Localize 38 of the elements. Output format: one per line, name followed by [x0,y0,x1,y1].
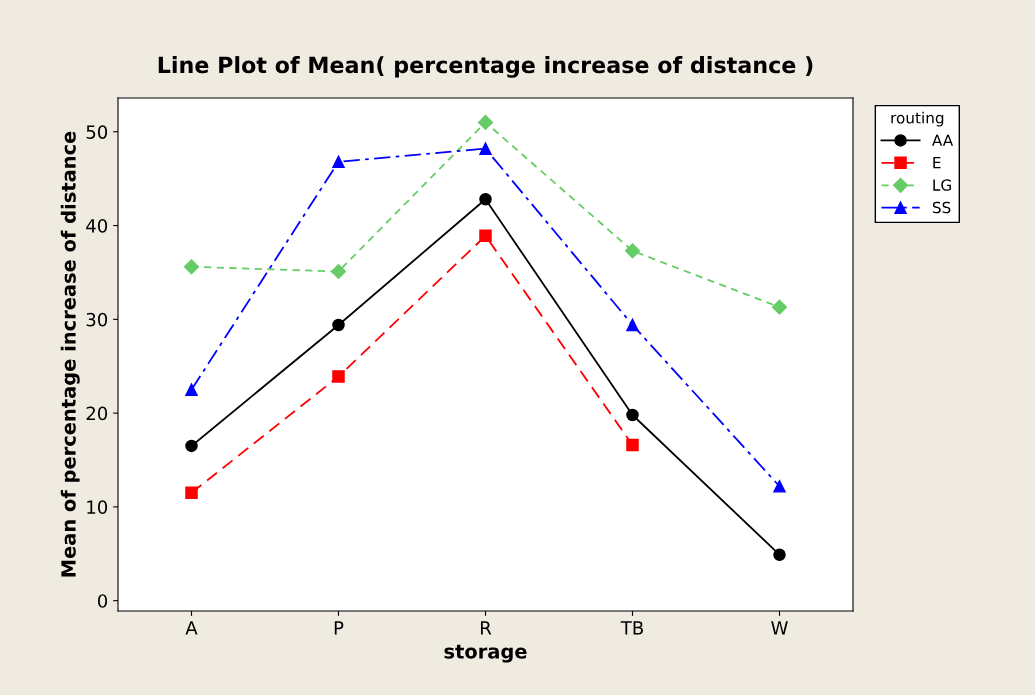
y-tick-label: 40 [86,219,108,233]
point [479,229,492,243]
point [479,193,492,206]
point [773,480,786,493]
legend-label: LG [933,179,951,191]
point [330,263,347,280]
y-axis-title: Mean of percentage increase of distance [60,131,80,577]
point [332,318,345,332]
x-tick-label: W [771,621,788,635]
y-tick-label: 30 [86,312,108,327]
y-tick-label: 50 [86,125,108,139]
x-tick-label: TB [620,621,643,635]
x-axis-title: storage [444,644,527,663]
x-tick-label: R [481,621,492,635]
y-tick-label: 20 [86,406,108,421]
point [479,142,492,155]
point [626,408,639,422]
point [185,383,198,396]
point [773,548,786,561]
point [185,486,198,500]
point [626,318,639,332]
legend-label: E [933,157,941,169]
chart-title: Line Plot of Mean( percentage increase of distance ) [158,56,813,78]
x-tick-label: P [334,621,344,635]
y-tick-label: 10 [87,500,108,515]
y-tick-label: 0 [97,594,108,608]
point [332,370,345,383]
point [332,155,345,169]
legend-title: routing [891,111,944,127]
point [183,259,200,275]
legend-label: AA [931,134,954,146]
point [771,299,788,315]
legend-label: SS [932,201,951,214]
x-tick-label: A [185,621,198,635]
point [626,438,639,452]
point [185,439,198,453]
point [624,243,641,259]
point [477,114,494,130]
